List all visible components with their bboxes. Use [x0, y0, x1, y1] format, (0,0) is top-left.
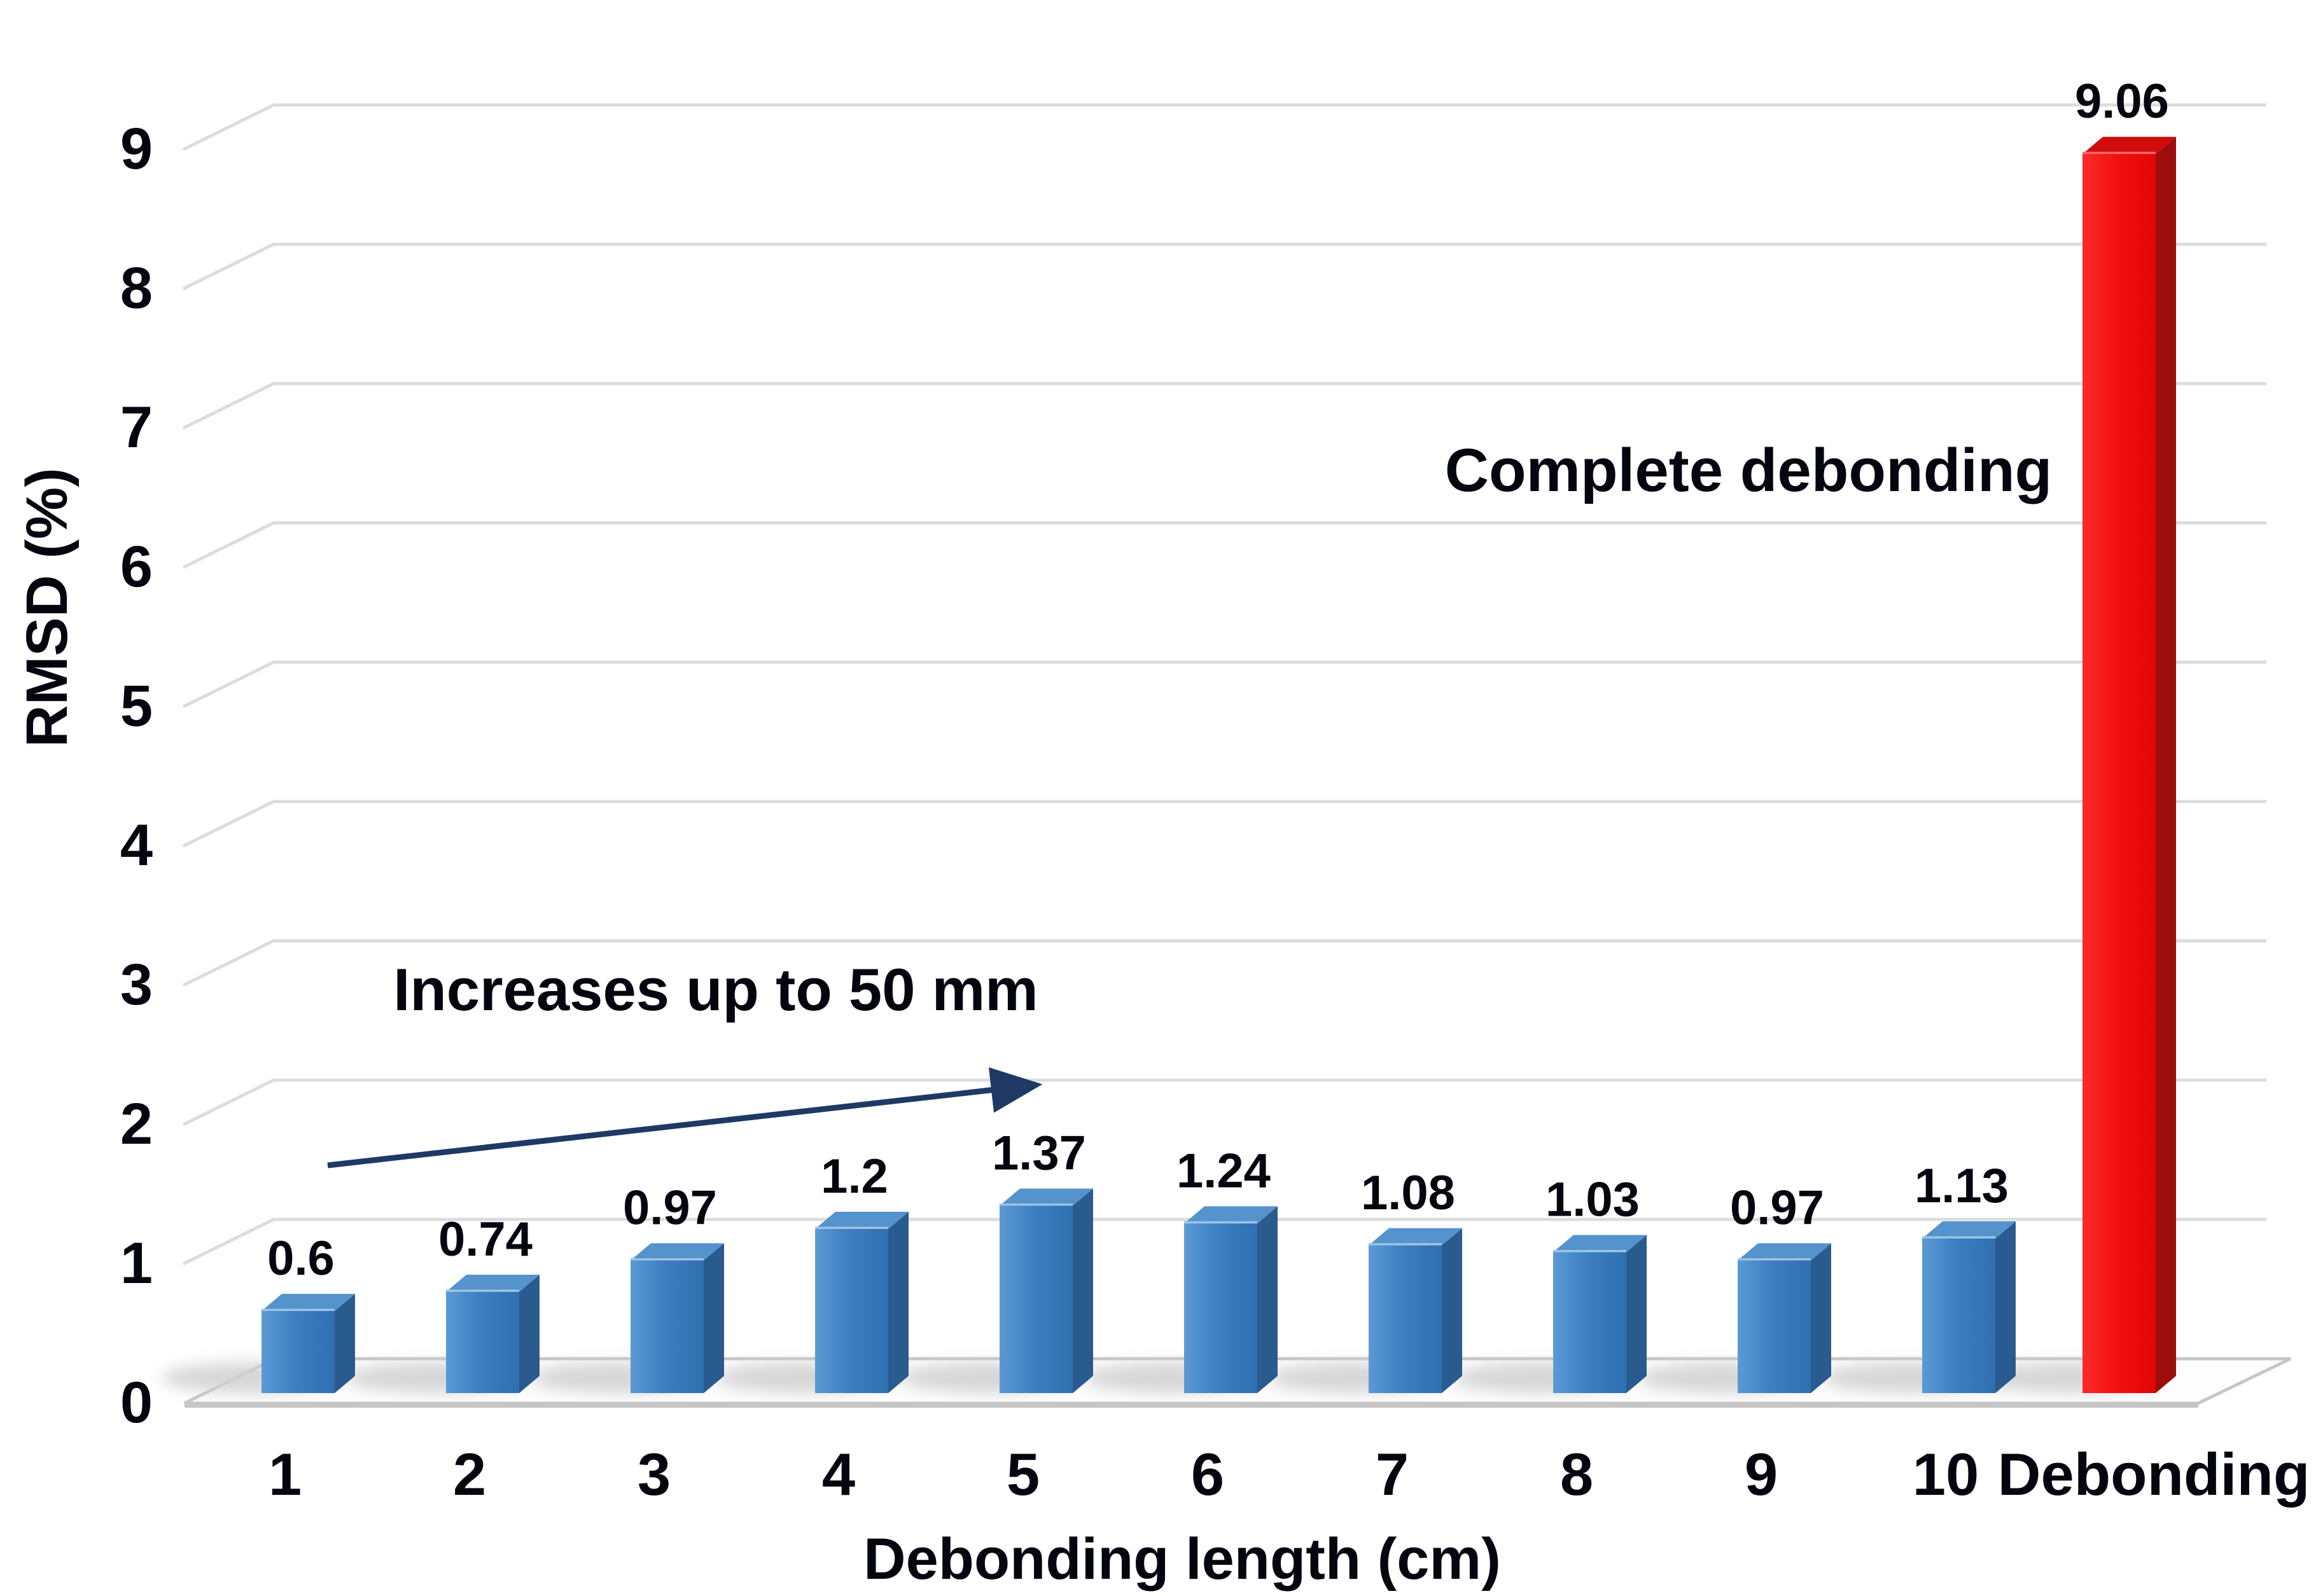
bar-8	[1553, 1235, 1647, 1393]
data-label-4: 1.2	[821, 1149, 888, 1204]
data-label-1: 0.6	[267, 1232, 335, 1286]
y-tick-label-5: 5	[120, 674, 153, 739]
data-label-7: 1.08	[1361, 1166, 1455, 1220]
y-axis-tick-labels: 0 1 2 3 4 5 6 7 8 9	[120, 116, 153, 1435]
y-tick-label-1: 1	[120, 1231, 153, 1296]
grid-line-8	[182, 242, 2266, 291]
bar-top-face	[815, 1212, 909, 1229]
bar-4	[815, 1212, 909, 1393]
y-axis-title: RMSD (%)	[15, 468, 80, 747]
y-tick-label-0: 0	[120, 1370, 153, 1435]
y-tick-label-3: 3	[120, 952, 153, 1017]
bar-5	[1000, 1188, 1093, 1393]
data-label-9: 0.97	[1730, 1181, 1824, 1235]
bar-front-face	[1553, 1252, 1626, 1393]
grid-line-5	[182, 660, 2266, 709]
x-tick-label-8: 8	[1560, 1441, 1593, 1508]
x-tick-label-4: 4	[822, 1441, 855, 1508]
bar-side-face	[2156, 137, 2176, 1394]
bar-6	[1184, 1206, 1278, 1393]
y-tick-label-2: 2	[120, 1092, 153, 1156]
annotation-arrow-icon	[327, 1067, 1043, 1169]
x-tick-label-7: 7	[1376, 1441, 1409, 1508]
bar-2	[446, 1274, 540, 1393]
x-tick-label-9: 9	[1745, 1441, 1778, 1508]
bar-side-face	[704, 1243, 724, 1393]
grid-line-1	[182, 1218, 2266, 1266]
bar-side-face	[1257, 1206, 1278, 1393]
bar-side-face	[888, 1212, 909, 1393]
bar-front-face	[1738, 1260, 1811, 1393]
x-axis-tick-labels: 1 2 3 4 5 6 7 8 9 10 Debonding	[269, 1441, 2310, 1508]
bar-top-face	[1184, 1206, 1278, 1224]
data-label-5: 1.37	[992, 1126, 1086, 1180]
y-tick-label-4: 4	[120, 813, 153, 878]
bar-top-face	[1369, 1228, 1462, 1246]
bar-top-face	[1922, 1221, 2016, 1239]
annotation-complete-debonding: Complete debonding	[1445, 436, 2053, 504]
x-tick-label-2: 2	[453, 1441, 486, 1508]
x-axis-title: Debonding length (cm)	[863, 1527, 1501, 1592]
x-tick-label-3: 3	[638, 1441, 671, 1508]
data-labels: 0.6 0.74 0.97 1.2 1.37 1.24 1.08 1.03 0.97 1.13 9.…	[267, 74, 2169, 1286]
grid-line-3	[182, 939, 2266, 987]
bar-side-face	[1995, 1221, 2016, 1393]
bar-7	[1369, 1228, 1462, 1393]
y-tick-label-6: 6	[120, 534, 153, 599]
bar-front-face	[1184, 1223, 1257, 1393]
bar-side-face	[335, 1294, 355, 1393]
bar-front-face	[262, 1311, 335, 1393]
bar-front-face	[446, 1291, 519, 1393]
x-tick-label-Debonding: Debonding	[1998, 1441, 2310, 1508]
data-label-8: 1.03	[1545, 1173, 1640, 1227]
data-label-2: 0.74	[438, 1212, 533, 1266]
bar-front-face	[1922, 1239, 1995, 1393]
grid-line-2	[182, 1078, 2266, 1127]
grid-line-7	[182, 382, 2266, 430]
bar-top-face	[446, 1274, 540, 1292]
x-tick-label-6: 6	[1191, 1441, 1224, 1508]
bar-9	[1738, 1243, 1831, 1393]
gridlines	[182, 103, 2266, 1266]
bar-top-face	[1738, 1243, 1831, 1261]
bar-front-face	[631, 1260, 704, 1393]
bar-front-face	[815, 1229, 888, 1393]
grid-line-4	[182, 800, 2266, 848]
bar-side-face	[1073, 1188, 1093, 1393]
bar-top-face	[262, 1294, 355, 1311]
bar-top-face	[1000, 1188, 1093, 1206]
bar-10	[1922, 1221, 2016, 1393]
y-tick-label-7: 7	[120, 395, 153, 460]
data-label-10: 1.13	[1915, 1159, 2009, 1213]
annotation-increases-up-to-50mm: Increases up to 50 mm	[393, 956, 1038, 1023]
bar-side-face	[1811, 1243, 1831, 1393]
y-tick-label-9: 9	[120, 116, 153, 181]
bar-side-face	[1442, 1228, 1462, 1393]
bar-top-face	[631, 1243, 724, 1261]
bar-side-face	[519, 1274, 540, 1393]
bar-side-face	[1626, 1235, 1647, 1393]
bars	[262, 137, 2176, 1394]
bar-top-face	[1553, 1235, 1647, 1253]
data-label-6: 1.24	[1176, 1144, 1271, 1198]
bar-front-face	[2082, 154, 2156, 1394]
bar-front-face	[1000, 1205, 1073, 1393]
bar-3	[631, 1243, 724, 1393]
bar-Debonding	[2082, 137, 2176, 1394]
bar-1	[262, 1294, 355, 1393]
data-label-3: 0.97	[623, 1181, 717, 1235]
bar-front-face	[1369, 1245, 1442, 1393]
x-tick-label-1: 1	[269, 1441, 302, 1508]
y-tick-label-8: 8	[120, 256, 153, 321]
x-tick-label-10: 10	[1913, 1441, 1979, 1508]
grid-line-9	[182, 103, 2266, 151]
bar-top-face	[2082, 137, 2176, 155]
data-label-Debonding: 9.06	[2075, 74, 2169, 128]
grid-line-6	[182, 521, 2266, 569]
x-tick-label-5: 5	[1007, 1441, 1040, 1508]
